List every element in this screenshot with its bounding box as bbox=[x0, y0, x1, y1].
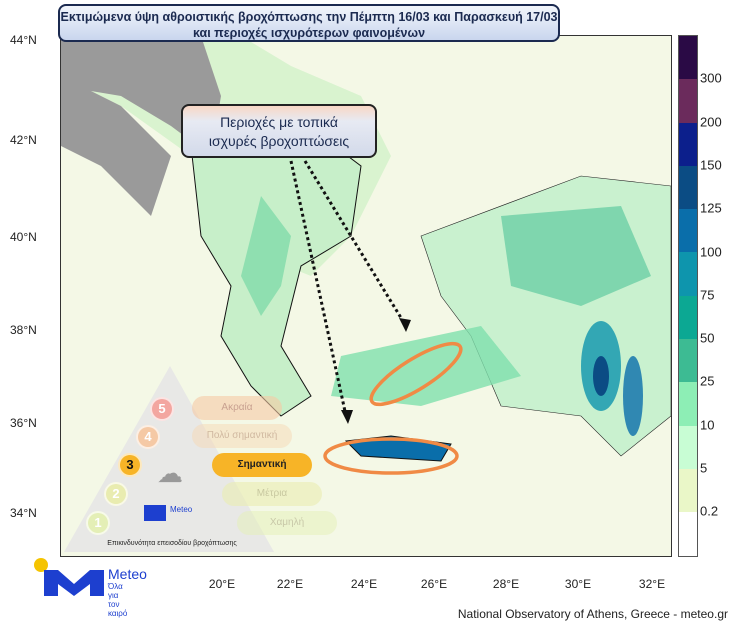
level-4-label: Πολύ σημαντική bbox=[192, 424, 292, 448]
lon-label: 32°E bbox=[638, 577, 666, 591]
colorbar-band bbox=[679, 122, 697, 166]
colorbar-label: 50 bbox=[700, 330, 715, 346]
level-2-label: Μέτρια bbox=[222, 482, 322, 506]
meteo-small-logo bbox=[144, 505, 166, 521]
highlight-aegean-ellipse bbox=[369, 341, 463, 407]
colorbar-band bbox=[679, 165, 697, 210]
colorbar-label: 25 bbox=[700, 373, 715, 389]
lon-label: 22°E bbox=[276, 577, 304, 591]
lat-label: 44°N bbox=[10, 33, 37, 47]
lon-label: 26°E bbox=[420, 577, 448, 591]
colorbar-label: 150 bbox=[700, 157, 722, 173]
colorbar-band bbox=[679, 382, 697, 426]
level-1-label: Χαμηλή bbox=[237, 511, 337, 535]
lat-label: 38°N bbox=[10, 323, 37, 337]
logo-name: Meteo bbox=[108, 566, 147, 582]
level-3-label: Σημαντική bbox=[212, 453, 312, 477]
logo-tagline: τον καιρό bbox=[108, 600, 128, 618]
colorbar-band bbox=[679, 252, 697, 296]
colorbar-label: 0.2 bbox=[700, 503, 719, 519]
colorbar-band bbox=[679, 512, 697, 556]
colorbar-label: 200 bbox=[700, 114, 722, 130]
lon-label: 20°E bbox=[208, 577, 236, 591]
colorbar-band bbox=[679, 209, 697, 253]
hazard-caption: Επικινδυνότητα επεισοδίου βροχόπτωσης bbox=[107, 540, 237, 547]
colorbar-band bbox=[679, 468, 697, 513]
title-line-2: και περιοχές ισχυρότερων φαινομένων bbox=[192, 26, 426, 40]
colorbar bbox=[678, 35, 698, 557]
colorbar-label: 300 bbox=[700, 70, 722, 86]
level-2-badge: 2 bbox=[104, 482, 128, 506]
colorbar-band bbox=[679, 295, 697, 340]
title-line-1: Εκτιμώμενα ύψη αθροιστικής βροχόπτωσης τ… bbox=[60, 10, 558, 24]
colorbar-band bbox=[679, 79, 697, 123]
colorbar-label: 5 bbox=[700, 460, 708, 476]
lat-label: 34°N bbox=[10, 506, 37, 520]
colorbar-band bbox=[679, 339, 697, 383]
level-5-label: Ακραία bbox=[192, 396, 282, 420]
lon-label: 24°E bbox=[350, 577, 378, 591]
level-1-badge: 1 bbox=[86, 511, 110, 535]
colorbar-label: 125 bbox=[700, 200, 722, 216]
colorbar-band bbox=[679, 425, 697, 469]
land-italy-grey bbox=[61, 76, 171, 216]
colorbar-label: 100 bbox=[700, 244, 722, 259]
logo-tagline: Όλα για bbox=[108, 582, 123, 600]
colorbar-label: 10 bbox=[700, 417, 715, 433]
heavy-rain-callout: Περιοχές με τοπικά ισχυρές βροχοπτώσεις bbox=[181, 104, 377, 158]
credit-text: National Observatory of Athens, Greece -… bbox=[457, 607, 728, 621]
lat-label: 40°N bbox=[10, 230, 37, 244]
level-5-badge: 5 bbox=[150, 397, 174, 421]
map-title: Εκτιμώμενα ύψη αθροιστικής βροχόπτωσης τ… bbox=[58, 4, 560, 42]
highlight-crete-ellipse bbox=[323, 437, 459, 475]
level-4-badge: 4 bbox=[136, 425, 160, 449]
callout-line-1: Περιοχές με τοπικά bbox=[220, 114, 338, 130]
lon-label: 30°E bbox=[564, 577, 592, 591]
colorbar-label: 75 bbox=[700, 287, 715, 303]
small-logo-text: Meteo bbox=[170, 505, 193, 514]
colorbar-band bbox=[679, 36, 697, 80]
callout-line-2: ισχυρές βροχοπτώσεις bbox=[208, 133, 350, 149]
lon-label: 28°E bbox=[492, 577, 520, 591]
lat-label: 42°N bbox=[10, 133, 37, 147]
level-3-badge: 3 bbox=[118, 453, 142, 477]
lat-label: 36°N bbox=[10, 416, 37, 430]
rain-cloud-icon: ☁ bbox=[157, 458, 183, 488]
